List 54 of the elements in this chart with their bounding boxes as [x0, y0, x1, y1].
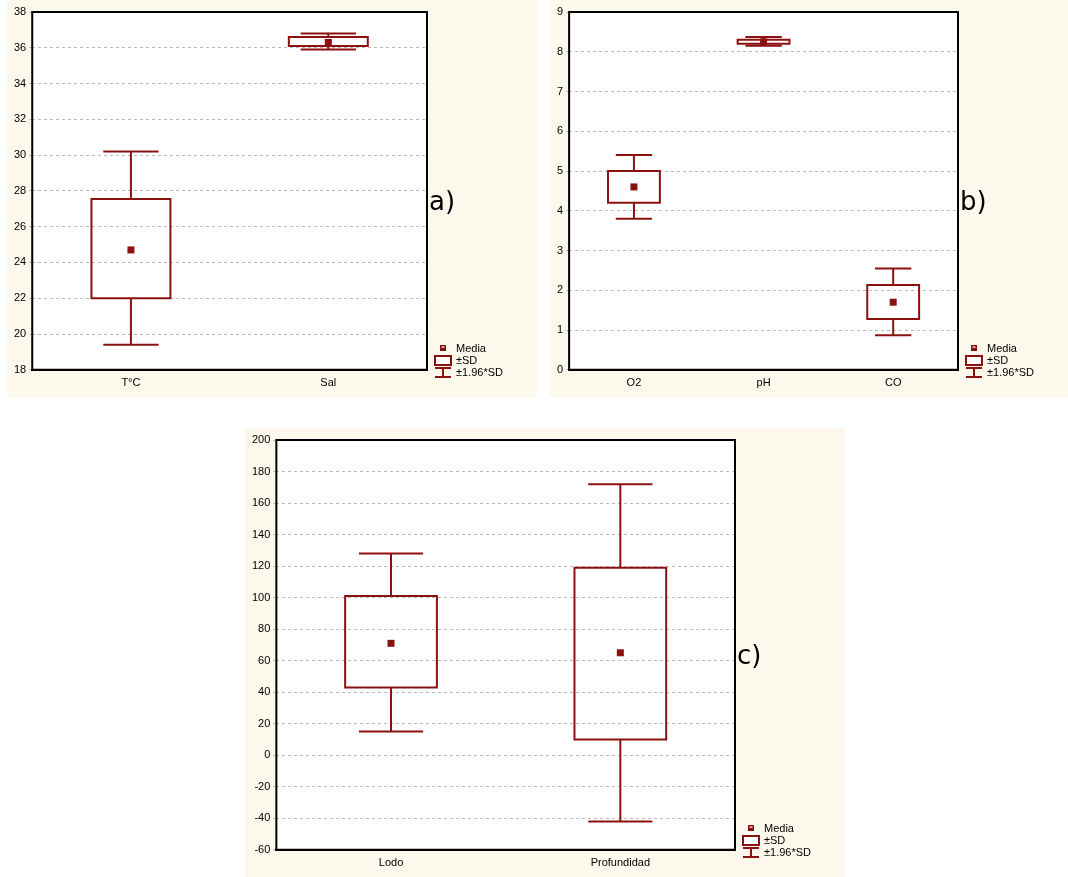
y-tick-label: 3	[556, 243, 564, 256]
x-tick-label: pH	[756, 376, 771, 389]
y-tick-label: 80	[258, 622, 271, 635]
y-tick-label: 180	[251, 464, 271, 477]
y-tick-label: 40	[258, 685, 271, 698]
y-tick-label: -60	[254, 842, 271, 855]
text: Media	[987, 341, 1017, 354]
y-tick-label: 140	[251, 527, 271, 540]
text: ±1.96*SD	[456, 365, 504, 378]
y-tick-label: 6	[556, 124, 564, 137]
y-tick-label: 22	[13, 291, 27, 304]
text: ±SD	[456, 353, 478, 366]
y-tick-label: 4	[556, 203, 564, 216]
y-tick-label: 26	[13, 219, 27, 232]
y-tick-label: 8	[556, 44, 564, 57]
y-tick-label: 0	[556, 362, 564, 375]
y-tick-label: 38	[13, 5, 27, 18]
y-tick-label: 0	[264, 748, 271, 761]
x-tick-label: CO	[884, 376, 902, 389]
y-tick-label: 18	[13, 362, 27, 375]
y-tick-label: 60	[258, 653, 271, 666]
text: ±SD	[764, 833, 786, 846]
text: Media	[456, 341, 486, 354]
y-tick-label: 24	[13, 255, 27, 268]
y-tick-label: 1	[556, 323, 564, 336]
y-tick-label: 2	[556, 283, 564, 296]
y-tick-label: 20	[13, 327, 27, 340]
y-tick-label: 9	[556, 5, 564, 18]
text: Media	[764, 821, 794, 834]
x-tick-label: T°C	[121, 376, 141, 389]
y-tick-label: 30	[13, 148, 27, 161]
text: ±1.96*SD	[764, 845, 812, 858]
text: ±SD	[987, 353, 1009, 366]
y-tick-label: 7	[556, 84, 564, 97]
x-tick-label: O2	[626, 376, 642, 389]
y-tick-label: 200	[251, 433, 271, 446]
y-tick-label: 5	[556, 164, 564, 177]
y-tick-label: -40	[254, 811, 271, 824]
x-tick-label: Sal	[320, 376, 337, 389]
y-tick-label: -20	[254, 779, 271, 792]
x-tick-label: Profundidad	[590, 856, 650, 869]
y-tick-label: 36	[13, 40, 27, 53]
text: b)	[960, 185, 987, 216]
y-tick-label: 34	[13, 76, 27, 89]
y-tick-label: 100	[251, 590, 271, 603]
y-tick-label: 32	[13, 112, 27, 125]
x-tick-label: Lodo	[378, 856, 404, 869]
y-tick-label: 160	[251, 496, 271, 509]
text: a)	[429, 185, 456, 216]
text: ±1.96*SD	[987, 365, 1035, 378]
y-tick-label: 120	[251, 559, 271, 572]
y-tick-label: 20	[258, 716, 271, 729]
text: c)	[737, 639, 762, 670]
y-tick-label: 28	[13, 183, 27, 196]
